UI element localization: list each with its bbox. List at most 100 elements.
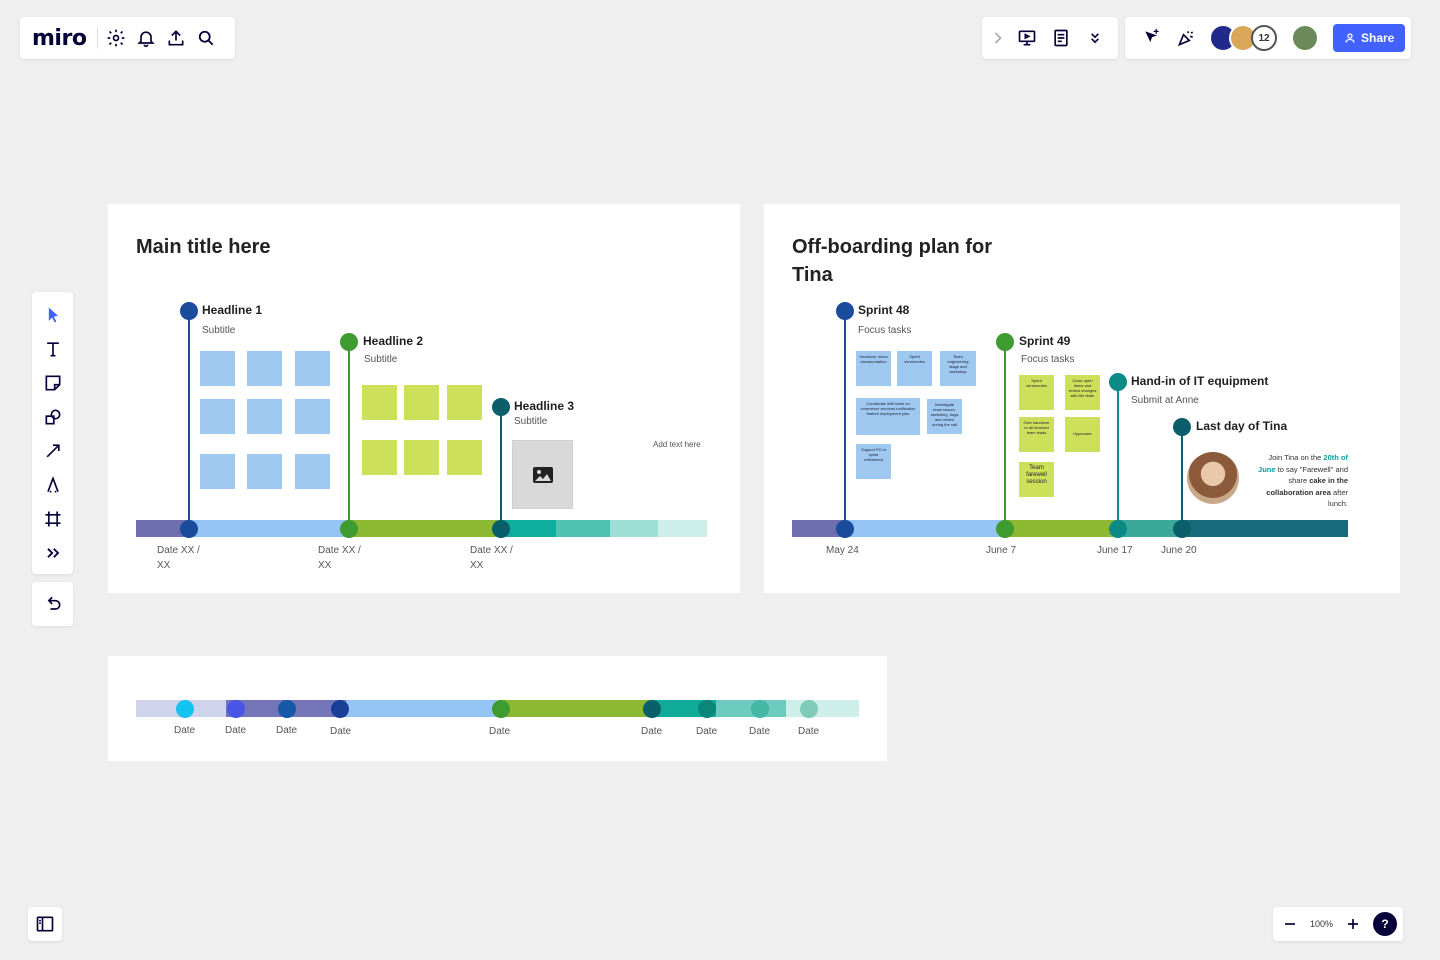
sticky-note[interactable]: Sprint ceremonies (897, 351, 932, 386)
sticky-note[interactable] (404, 385, 439, 420)
undo-icon[interactable] (38, 589, 68, 619)
sidebar-toggle-button[interactable] (28, 907, 62, 941)
upload-export-icon[interactable] (161, 23, 191, 53)
sticky-note[interactable] (295, 351, 330, 386)
share-button[interactable]: Share (1333, 24, 1406, 52)
timeline-dot[interactable] (1173, 520, 1191, 538)
timeline-dot[interactable] (492, 700, 510, 718)
timeline-dot[interactable] (340, 520, 358, 538)
sticky-note[interactable]: Close open items and review changes with… (1065, 375, 1100, 410)
miro-logo[interactable]: miro (32, 25, 87, 51)
simple-timeline-frame[interactable]: Date Date Date Date Date Date Date Date … (108, 656, 887, 761)
chevron-right-icon[interactable] (988, 23, 1008, 53)
search-icon[interactable] (191, 23, 221, 53)
timeline-date[interactable]: Date (330, 726, 352, 737)
sticky-note[interactable]: Sprint ceremonies (1019, 375, 1054, 410)
milestone-subtitle[interactable]: Subtitle (514, 416, 548, 427)
milestone-subtitle[interactable]: Focus tasks (1021, 354, 1075, 365)
milestone-headline[interactable]: Sprint 48 (858, 303, 910, 317)
milestone-date[interactable]: Date XX / XX (157, 545, 200, 571)
milestone-date[interactable]: June 17 (1097, 545, 1133, 556)
timeline-dot[interactable] (751, 700, 769, 718)
shapes-icon[interactable] (36, 400, 70, 434)
sticky-note[interactable]: Give handover to all involved team leads (1019, 417, 1054, 452)
timeline-dot[interactable] (836, 520, 854, 538)
milestone-date[interactable]: June 20 (1161, 545, 1197, 556)
timeline-dot[interactable] (227, 700, 245, 718)
timeline-date[interactable]: Date (749, 726, 771, 737)
sticky-note[interactable] (295, 454, 330, 489)
frame-title[interactable]: Main title here (136, 236, 271, 258)
timeline-date[interactable]: Date (798, 726, 820, 737)
add-text-note[interactable]: Add text here (653, 440, 701, 449)
sticky-note[interactable]: Handover notes documentation (856, 351, 891, 386)
timeline-date[interactable]: Date (641, 726, 663, 737)
current-user-avatar[interactable] (1291, 24, 1319, 52)
timeline-date[interactable]: Date (225, 725, 247, 736)
sticky-note[interactable] (247, 351, 282, 386)
sticky-note[interactable] (447, 440, 482, 475)
milestone-date[interactable]: Date XX / XX (318, 545, 361, 571)
sticky-note[interactable] (200, 351, 235, 386)
milestone-dot[interactable] (1173, 418, 1191, 436)
collaborators-avatars[interactable]: 12 (1209, 24, 1277, 52)
sticky-note[interactable]: Support PO in sprint refinement (856, 444, 891, 479)
notes-document-icon[interactable] (1046, 23, 1076, 53)
sticky-note-icon[interactable] (36, 366, 70, 400)
milestone-headline[interactable]: Sprint 49 (1019, 334, 1071, 348)
milestone-subtitle[interactable]: Subtitle (202, 325, 236, 336)
zoom-level[interactable]: 100% (1309, 919, 1334, 929)
timeline-dot[interactable] (278, 700, 296, 718)
timeline-dot[interactable] (492, 520, 510, 538)
timeline-date[interactable]: Date (174, 725, 196, 736)
milestone-subtitle[interactable]: Focus tasks (858, 325, 912, 336)
select-cursor-icon[interactable] (36, 298, 70, 332)
milestone-date[interactable]: June 7 (986, 545, 1017, 556)
milestone-dot[interactable] (1109, 373, 1127, 391)
offboarding-plan-frame[interactable]: Off-boarding plan for Tina Sprint 48 Focu… (764, 204, 1400, 593)
pen-draw-icon[interactable] (36, 468, 70, 502)
milestone-dot[interactable] (180, 302, 198, 320)
timeline-dot[interactable] (331, 700, 349, 718)
sticky-note[interactable] (200, 399, 235, 434)
milestone-headline[interactable]: Hand-in of IT equipment (1131, 374, 1269, 388)
cursor-follow-icon[interactable] (1137, 23, 1167, 53)
timeline-dot[interactable] (643, 700, 661, 718)
milestone-headline[interactable]: Headline 3 (514, 399, 575, 413)
frame-tool-icon[interactable] (36, 502, 70, 536)
sticky-note[interactable] (247, 454, 282, 489)
zoom-out-minus-icon[interactable] (1279, 909, 1301, 939)
connection-line-icon[interactable] (36, 434, 70, 468)
milestone-date[interactable]: Date XX / XX (470, 545, 513, 571)
milestone-date[interactable]: May 24 (826, 545, 859, 556)
settings-gear-icon[interactable] (101, 23, 131, 53)
timeline-dot[interactable] (176, 700, 194, 718)
milestone-dot[interactable] (836, 302, 854, 320)
milestone-dot[interactable] (492, 398, 510, 416)
timeline-date[interactable]: Date (489, 726, 511, 737)
image-placeholder[interactable] (512, 440, 573, 509)
help-button[interactable]: ? (1372, 912, 1397, 936)
sticky-note[interactable] (404, 440, 439, 475)
double-chevron-down-icon[interactable] (1080, 23, 1110, 53)
sticky-note[interactable]: Investigate team issues, sketching, bugs… (927, 399, 962, 434)
timeline-date[interactable]: Date (696, 726, 718, 737)
text-tool-icon[interactable] (36, 332, 70, 366)
frame-title[interactable]: Off-boarding plan for Tina (792, 236, 992, 286)
presentation-icon[interactable] (1012, 23, 1042, 53)
milestone-subtitle[interactable]: Submit at Anne (1131, 395, 1199, 406)
sticky-note[interactable]: Coordinate with team on commerce service… (856, 398, 920, 435)
timeline-template-frame[interactable]: Main title here Headline 1 Subtitle Date… (108, 204, 740, 593)
celebrate-reaction-icon[interactable] (1171, 23, 1201, 53)
sticky-note[interactable]: Hypercare (1065, 417, 1100, 452)
notifications-bell-icon[interactable] (131, 23, 161, 53)
sticky-note[interactable] (362, 440, 397, 475)
sticky-note[interactable] (247, 399, 282, 434)
zoom-in-plus-icon[interactable] (1342, 909, 1364, 939)
farewell-note[interactable]: Join Tina on the 20th of June to say "Fa… (1258, 453, 1348, 508)
milestone-headline[interactable]: Headline 2 (363, 334, 424, 348)
milestone-headline[interactable]: Headline 1 (202, 303, 263, 317)
sticky-note[interactable]: Team engineering stage and workshop (940, 351, 976, 386)
sticky-note[interactable]: Team farewell session (1019, 462, 1054, 497)
milestone-subtitle[interactable]: Subtitle (364, 354, 398, 365)
